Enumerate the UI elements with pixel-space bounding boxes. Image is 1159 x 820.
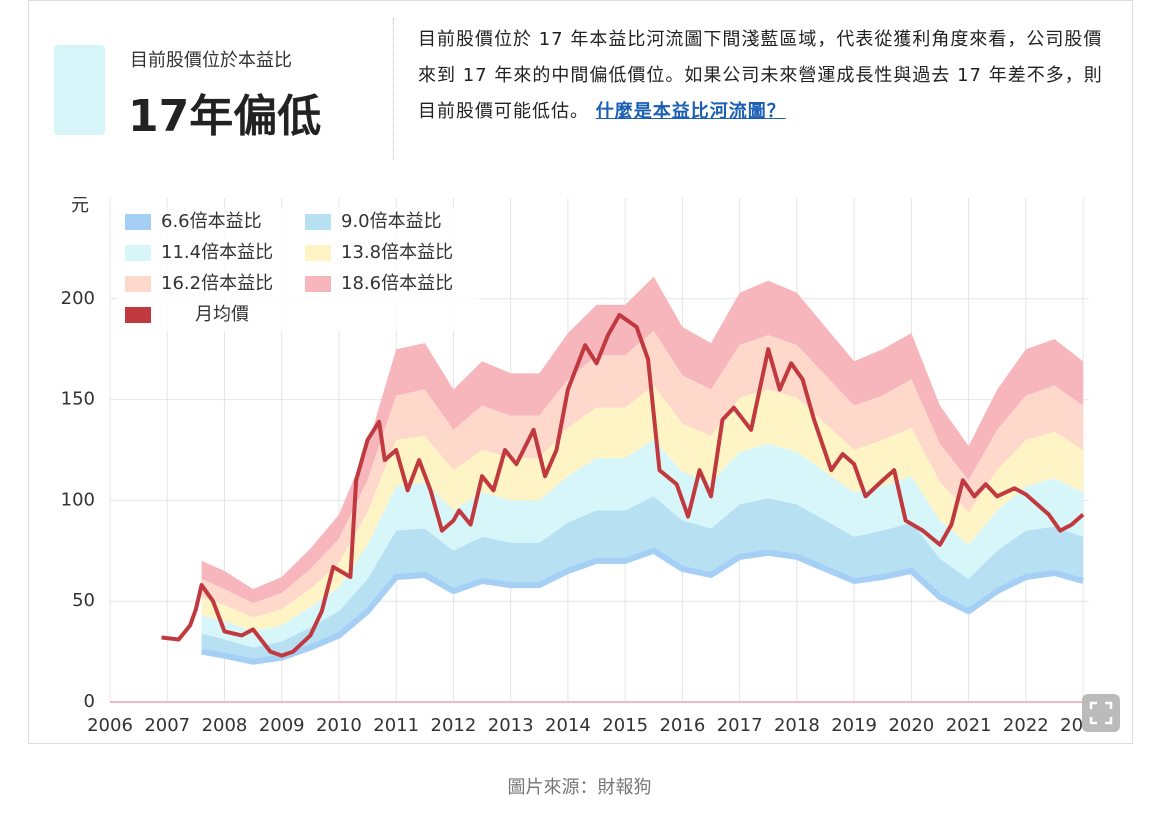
y-tick-label: 150 bbox=[61, 389, 95, 410]
x-tick-label: 2009 bbox=[259, 715, 305, 736]
legend-swatch bbox=[305, 245, 331, 261]
legend-label: 6.6倍本益比 bbox=[161, 211, 262, 232]
help-link[interactable]: 什麼是本益比河流圖？ bbox=[595, 101, 786, 122]
divider bbox=[393, 18, 394, 160]
y-axis-label: 元 bbox=[71, 195, 89, 216]
legend-swatch bbox=[125, 307, 151, 323]
pe-line bbox=[201, 547, 1084, 665]
legend-swatch bbox=[305, 276, 331, 292]
x-tick-label: 2006 bbox=[87, 715, 133, 736]
chart: 元 0 50 100 150 200 2006 2007 2008 2009 2010 2011 20… bbox=[61, 195, 1106, 736]
river-band bbox=[201, 496, 1084, 662]
legend-swatch bbox=[305, 214, 331, 230]
legend-swatch bbox=[125, 276, 151, 292]
x-tick-label: 2019 bbox=[831, 715, 877, 736]
legend-swatch bbox=[125, 245, 151, 261]
x-tick-label: 2015 bbox=[602, 715, 648, 736]
legend-label: 16.2倍本益比 bbox=[161, 273, 273, 294]
legend-label: 9.0倍本益比 bbox=[341, 211, 442, 232]
y-tick-label: 200 bbox=[61, 288, 95, 309]
legend-label: 11.4倍本益比 bbox=[161, 242, 273, 263]
legend-label: 13.8倍本益比 bbox=[341, 242, 453, 263]
x-tick-label: 2008 bbox=[202, 715, 248, 736]
caption: 圖片來源：財報狗 bbox=[507, 777, 652, 798]
x-tick-label: 2007 bbox=[144, 715, 190, 736]
x-tick-label: 2021 bbox=[946, 715, 992, 736]
river-band bbox=[201, 385, 1084, 632]
x-tick-label: 2010 bbox=[316, 715, 362, 736]
status-label: 目前股價位於本益比 bbox=[130, 50, 292, 71]
y-tick-label: 100 bbox=[61, 489, 95, 510]
card bbox=[28, 0, 1133, 744]
status-value: 17年偏低 bbox=[128, 91, 322, 142]
expand-icon bbox=[1089, 701, 1113, 725]
river-band bbox=[201, 331, 1084, 618]
y-tick-label: 0 bbox=[84, 691, 95, 712]
x-tick-label: 2012 bbox=[431, 715, 477, 736]
description-text: 目前股價位於 17 年本益比河流圖下間淺藍區域，代表從獲利角度來看，公司股價來到… bbox=[418, 29, 1103, 122]
legend-label: 18.6倍本益比 bbox=[341, 273, 453, 294]
price-line bbox=[161, 312, 1085, 658]
x-tick-label: 2011 bbox=[373, 715, 419, 736]
expand-button[interactable] bbox=[1082, 694, 1120, 732]
x-tick-label: 2017 bbox=[717, 715, 763, 736]
description: 目前股價位於 17 年本益比河流圖下間淺藍區域，代表從獲利角度來看，公司股價來到… bbox=[418, 22, 1113, 130]
legend-swatch bbox=[125, 214, 151, 230]
status-swatch bbox=[54, 45, 105, 135]
x-tick-label: 2022 bbox=[1003, 715, 1049, 736]
river-band bbox=[201, 276, 1084, 604]
x-tick-label: 2014 bbox=[545, 715, 591, 736]
x-tick-label: 2013 bbox=[488, 715, 534, 736]
x-tick-label: 2018 bbox=[774, 715, 820, 736]
y-tick-label: 50 bbox=[72, 590, 95, 611]
x-tick-label: 2016 bbox=[659, 715, 705, 736]
legend-label: 月均價 bbox=[195, 304, 249, 325]
x-tick-label: 2020 bbox=[888, 715, 934, 736]
legend-box bbox=[117, 207, 479, 331]
